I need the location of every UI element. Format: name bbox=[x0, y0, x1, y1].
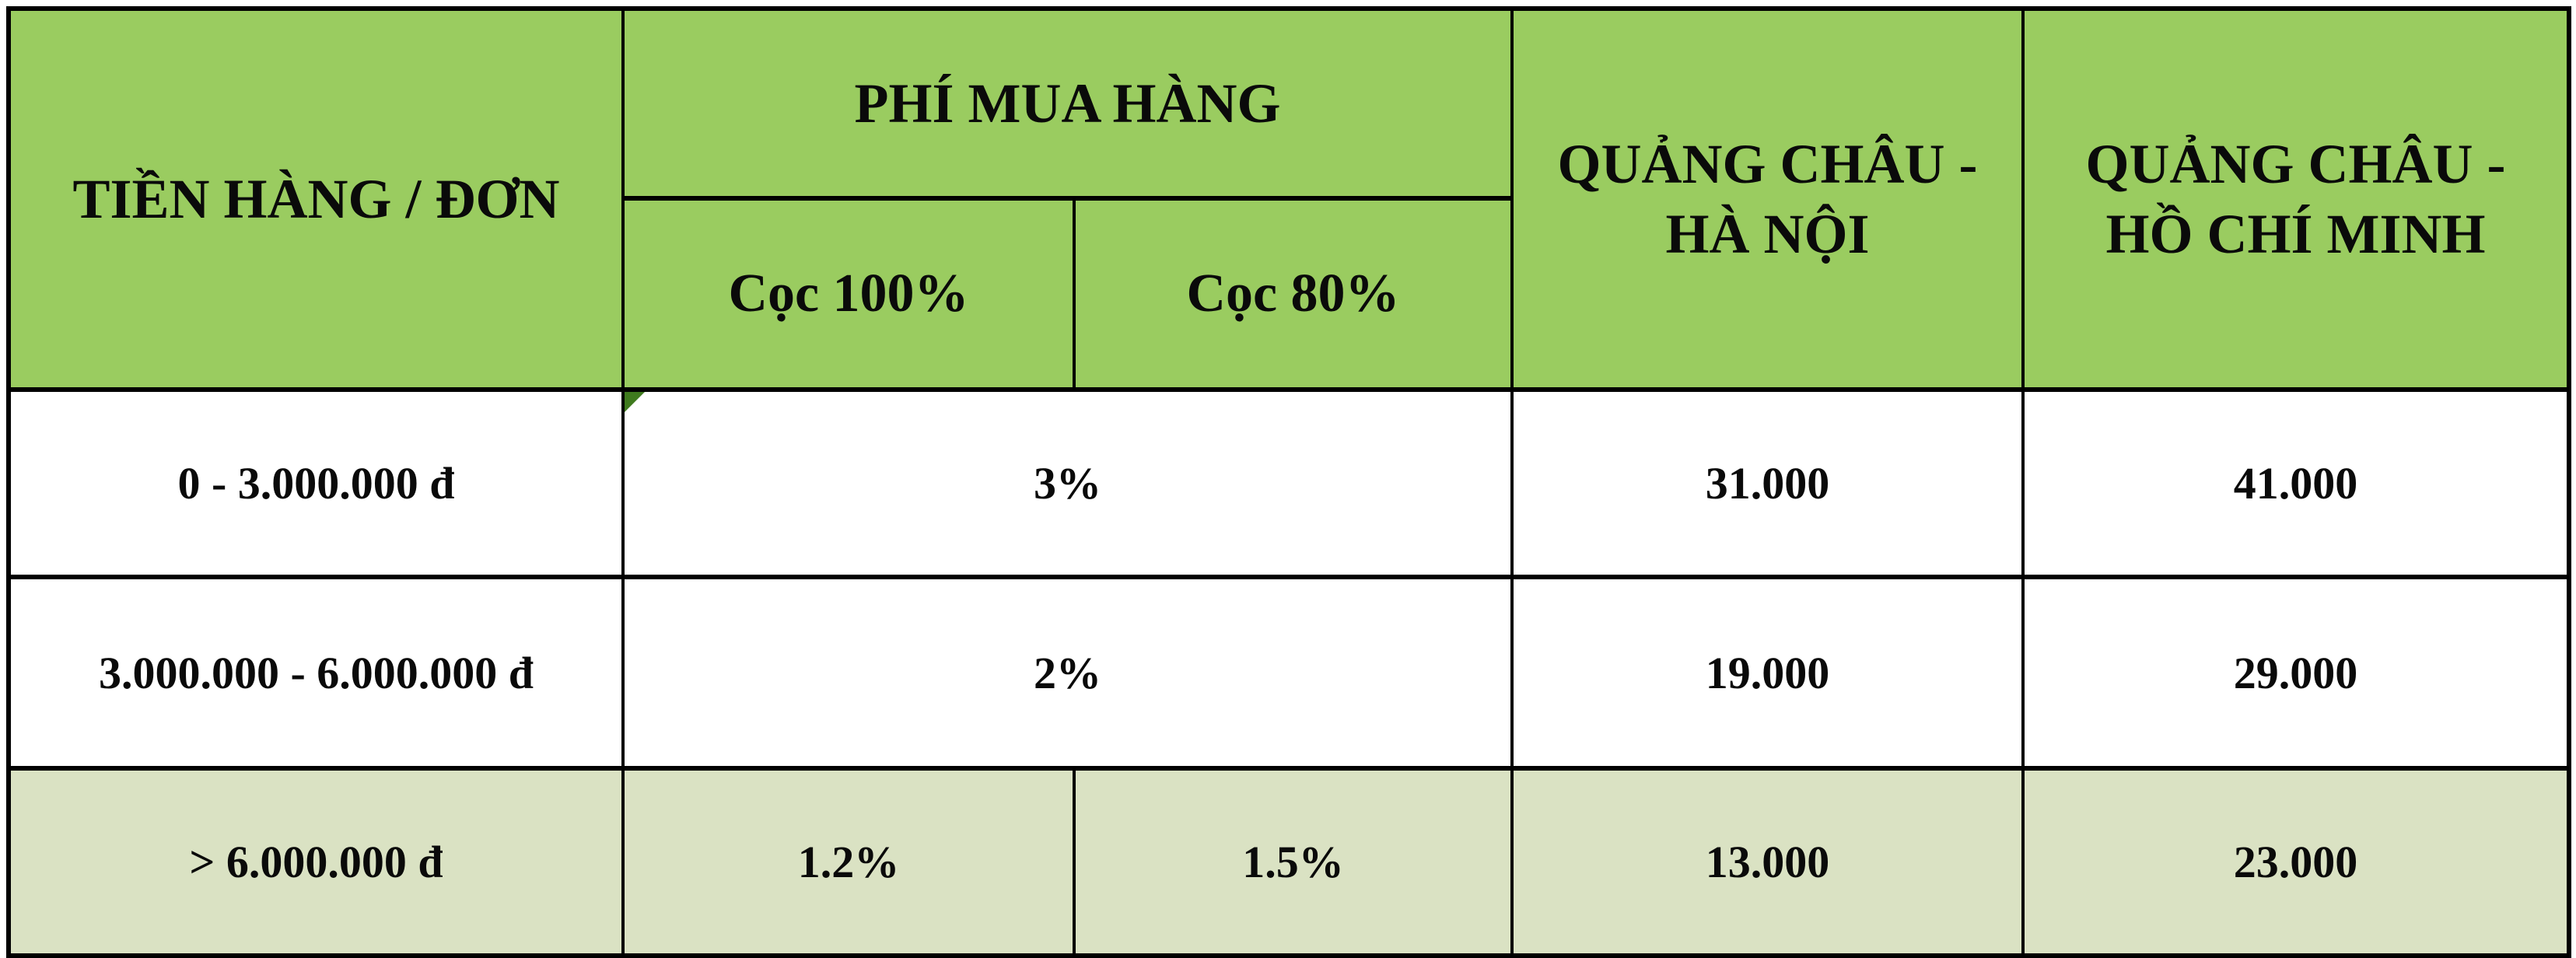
fee-value: 2% bbox=[1034, 647, 1101, 698]
header-cell-order-amount: TIỀN HÀNG / ĐƠN bbox=[7, 6, 625, 392]
table-row-highlighted: > 6.000.000 đ 1.2% 1.5% 13.000 23.000 bbox=[7, 766, 2571, 958]
header-cell-guangzhou-hanoi: QUẢNG CHÂU - HÀ NỘI bbox=[1510, 6, 2025, 392]
merge-corner-triangle-icon bbox=[626, 394, 645, 412]
guangzhou-hochiminh-fee-cell: 29.000 bbox=[2021, 575, 2571, 771]
fee-merged-cell: 3% bbox=[621, 387, 1514, 579]
header-cell-purchase-fee: PHÍ MUA HÀNG bbox=[621, 6, 1514, 201]
header-cell-guangzhou-hochiminh: QUẢNG CHÂU - HỒ CHÍ MINH bbox=[2021, 6, 2571, 392]
guangzhou-hanoi-fee-cell: 13.000 bbox=[1510, 766, 2025, 958]
fee-merged-cell: 2% bbox=[621, 575, 1514, 771]
subheader-cell-deposit-100: Cọc 100% bbox=[621, 196, 1076, 392]
guangzhou-hanoi-fee-cell: 19.000 bbox=[1510, 575, 2025, 771]
guangzhou-hanoi-fee-cell: 31.000 bbox=[1510, 387, 2025, 579]
guangzhou-hochiminh-fee-cell: 41.000 bbox=[2021, 387, 2571, 579]
pricing-table: TIỀN HÀNG / ĐƠN PHÍ MUA HÀNG QUẢNG CHÂU … bbox=[6, 6, 2572, 958]
subheader-cell-deposit-80: Cọc 80% bbox=[1072, 196, 1514, 392]
guangzhou-hanoi-line1: QUẢNG CHÂU - bbox=[1557, 133, 1978, 195]
fee-value: 3% bbox=[1034, 458, 1101, 509]
header-row-top: TIỀN HÀNG / ĐƠN PHÍ MUA HÀNG QUẢNG CHÂU … bbox=[7, 6, 2571, 392]
row-label-cell: > 6.000.000 đ bbox=[7, 766, 625, 958]
fee-deposit-100-cell: 1.2% bbox=[621, 766, 1076, 958]
guangzhou-hochiminh-line1: QUẢNG CHÂU - bbox=[2085, 133, 2506, 195]
row-label-cell: 0 - 3.000.000 đ bbox=[7, 387, 625, 579]
fee-deposit-80-cell: 1.5% bbox=[1072, 766, 1514, 958]
table-row: 0 - 3.000.000 đ 3% 31.000 41.000 bbox=[7, 387, 2571, 579]
guangzhou-hochiminh-fee-cell: 23.000 bbox=[2021, 766, 2571, 958]
row-label-cell: 3.000.000 - 6.000.000 đ bbox=[7, 575, 625, 771]
guangzhou-hanoi-line2: HÀ NỘI bbox=[1665, 203, 1870, 265]
header-row-deposit: Cọc 100% Cọc 80% bbox=[9, 196, 2569, 392]
guangzhou-hochiminh-line2: HỒ CHÍ MINH bbox=[2105, 203, 2486, 265]
table-row: 3.000.000 - 6.000.000 đ 2% 19.000 29.000 bbox=[7, 575, 2571, 771]
